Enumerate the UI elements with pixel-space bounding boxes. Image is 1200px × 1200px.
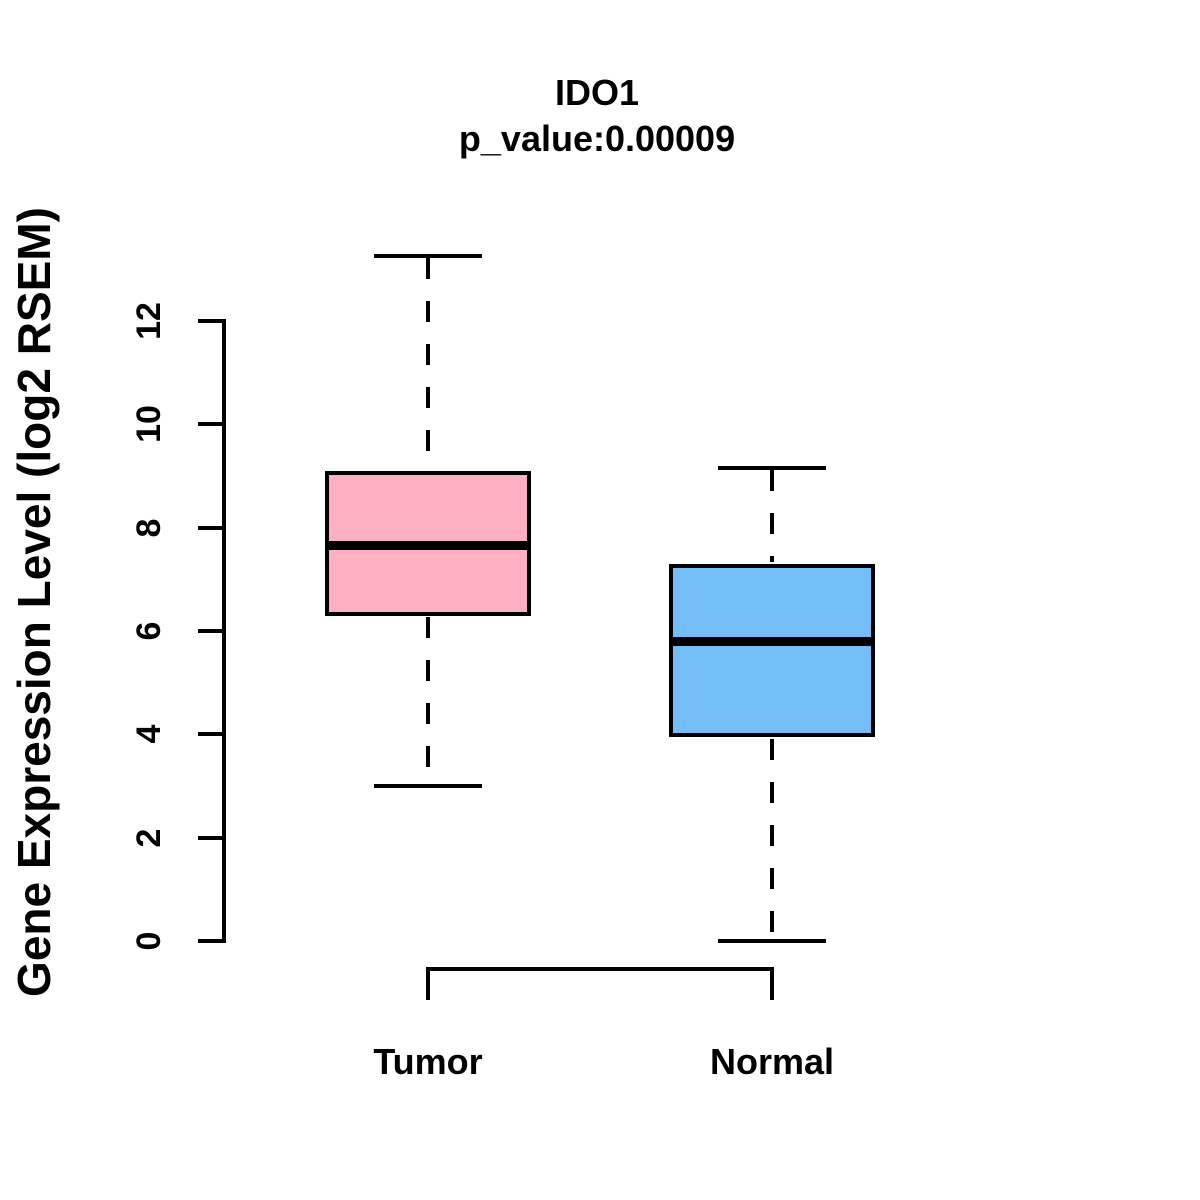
y-axis-line <box>222 319 226 943</box>
y-tick <box>198 526 222 530</box>
y-tick-label: 6 <box>130 621 168 641</box>
x-category-label-normal: Normal <box>709 1041 835 1082</box>
whisker-cap-lower-normal <box>718 939 826 943</box>
y-tick-label: 2 <box>130 828 168 848</box>
chart-title: IDO1 <box>554 72 640 113</box>
median-line-normal <box>669 637 875 646</box>
x-category-label-tumor: Tumor <box>373 1041 483 1082</box>
y-tick <box>198 319 222 323</box>
box-normal <box>669 564 875 737</box>
y-tick-label: 0 <box>130 931 168 951</box>
x-axis-tick-tumor <box>426 967 430 1000</box>
y-tick-label: 12 <box>130 302 168 340</box>
y-tick <box>198 836 222 840</box>
y-tick <box>198 629 222 633</box>
y-tick <box>198 939 222 943</box>
whisker-cap-upper-normal <box>718 466 826 470</box>
whisker-line-upper-tumor <box>426 258 430 468</box>
y-tick <box>198 732 222 736</box>
x-axis-line <box>426 967 774 971</box>
x-axis-tick-normal <box>770 967 774 1000</box>
median-line-tumor <box>325 541 531 550</box>
whisker-line-upper-normal <box>770 470 774 562</box>
y-tick-label: 8 <box>130 518 168 538</box>
whisker-line-lower-tumor <box>426 617 430 784</box>
chart-pvalue-subtitle: p_value:0.00009 <box>458 118 736 159</box>
whisker-line-lower-normal <box>770 739 774 939</box>
whisker-cap-lower-tumor <box>374 784 482 788</box>
y-tick <box>198 422 222 426</box>
y-tick-label: 4 <box>130 724 168 744</box>
y-tick-label: 10 <box>130 405 168 443</box>
whisker-cap-upper-tumor <box>374 254 482 258</box>
